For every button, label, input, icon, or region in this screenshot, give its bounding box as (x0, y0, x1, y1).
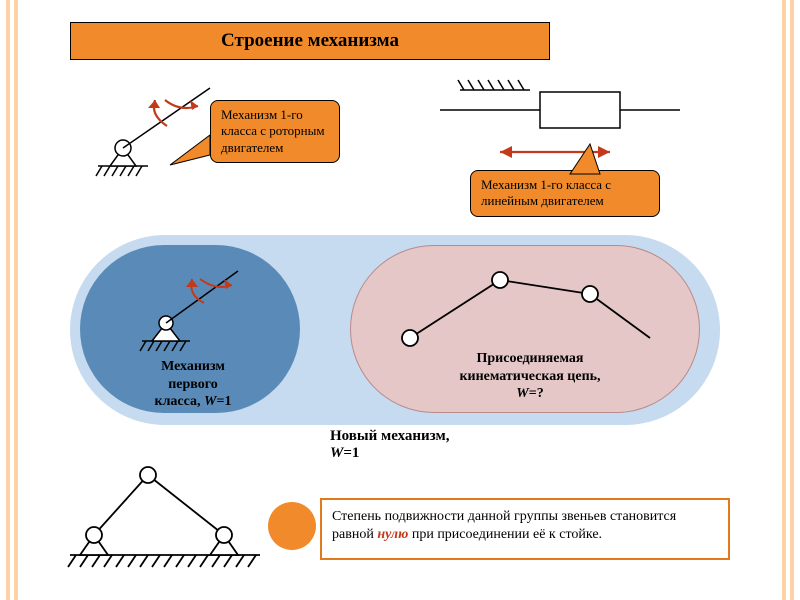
caption-new-mech: Новый механизм, W=1 (330, 428, 449, 462)
stripe-right-1 (790, 0, 794, 600)
diagram-bottom-linkage (60, 445, 270, 575)
callout-rotary-text: Механизм 1-го класса с роторным двигател… (221, 107, 325, 155)
bullet-icon (268, 502, 316, 550)
diagram-rotary-inner (120, 255, 260, 365)
label-right: Присоединяемая кинематическая цепь, W=? (420, 350, 640, 403)
callout-rotary-tail (165, 130, 215, 180)
diagram-chain (390, 260, 670, 360)
emph-zero: нулю (377, 527, 408, 542)
stripe-right-2 (782, 0, 786, 600)
callout-rotary: Механизм 1-го класса с роторным двигател… (210, 100, 340, 163)
callout-linear-tail (560, 142, 620, 176)
label-left: Механизм первого класса, W=1 (118, 358, 268, 411)
callout-linear: Механизм 1-го класса с линейным двигател… (470, 170, 660, 217)
bottom-text-box: Степень подвижности данной группы звенье… (320, 498, 730, 560)
title-box: Строение механизма (70, 22, 550, 60)
title-text: Строение механизма (221, 30, 399, 52)
stripe-left-2 (14, 0, 18, 600)
callout-linear-text: Механизм 1-го класса с линейным двигател… (481, 177, 611, 208)
stripe-left-1 (6, 0, 10, 600)
